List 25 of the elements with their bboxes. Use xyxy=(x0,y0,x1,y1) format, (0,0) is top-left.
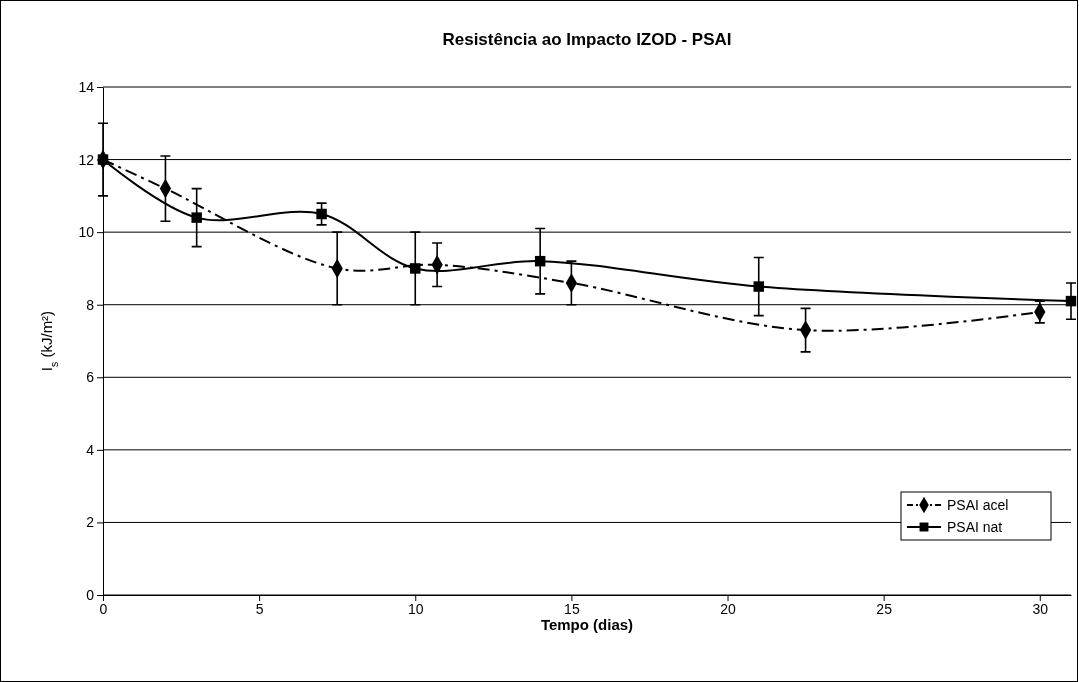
point xyxy=(191,212,202,223)
x-tick-label: 10 xyxy=(407,600,424,617)
point xyxy=(753,281,764,292)
y-tick-label: 10 xyxy=(78,224,95,241)
x-tick-label: 15 xyxy=(564,600,580,617)
y-tick-label: 6 xyxy=(86,369,95,386)
y-tick-label: 12 xyxy=(78,151,95,168)
y-tick-label: 14 xyxy=(78,78,95,95)
chart-title: Resistência ao Impacto IZOD - PSAI xyxy=(442,30,732,49)
point xyxy=(410,263,421,274)
y-tick-label: 8 xyxy=(86,296,95,313)
y-tick-label: 2 xyxy=(86,514,95,531)
x-tick-label: 5 xyxy=(255,600,264,617)
legend-label: PSAI acel xyxy=(947,497,1009,513)
x-tick-label: 25 xyxy=(876,600,893,617)
point xyxy=(1065,295,1077,307)
x-tick-label: 0 xyxy=(99,600,108,617)
x-axis-title: Tempo (dias) xyxy=(540,616,634,633)
x-tick-label: 20 xyxy=(720,600,737,617)
legend-label: PSAI nat xyxy=(947,519,1003,535)
point xyxy=(316,208,327,220)
point xyxy=(534,255,546,267)
y-tick-label: 4 xyxy=(86,441,95,458)
x-tick-label: 30 xyxy=(1032,600,1049,617)
y-tick-label: 0 xyxy=(86,586,95,603)
